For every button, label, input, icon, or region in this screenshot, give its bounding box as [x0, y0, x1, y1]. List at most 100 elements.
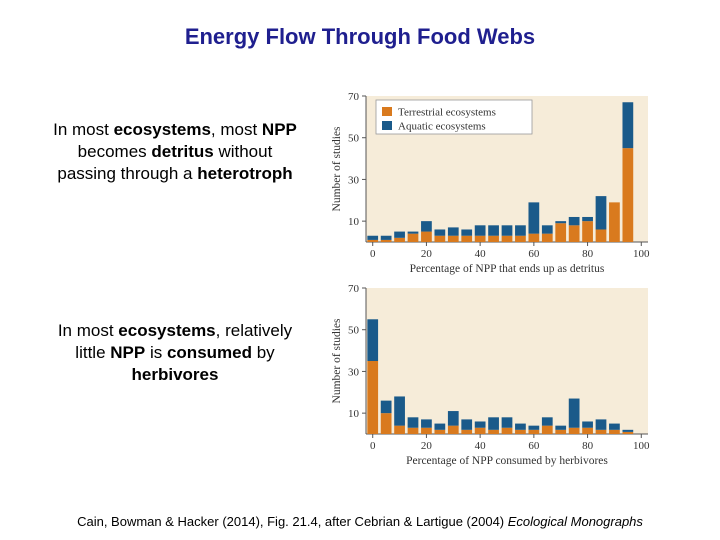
aquatic-bar — [434, 229, 446, 236]
x-tick-label: 100 — [633, 440, 650, 452]
aquatic-bar — [474, 225, 486, 236]
caption-text: without passing through a — [57, 142, 273, 183]
caption-emphasis: herbivores — [131, 365, 219, 384]
terrestrial-bar — [461, 235, 473, 242]
x-tick-label: 20 — [421, 248, 433, 260]
terrestrial-bar — [595, 229, 607, 242]
aquatic-bar — [501, 225, 513, 236]
herbivory-caption: In most ecosystems, relatively little NP… — [52, 320, 298, 386]
aquatic-bar — [367, 319, 379, 361]
terrestrial-bar — [555, 223, 567, 242]
aquatic-bar — [380, 400, 392, 414]
terrestrial-bar — [528, 233, 540, 242]
caption-text: , relatively little — [75, 321, 293, 362]
y-tick-label: 70 — [348, 283, 360, 295]
y-tick-label: 50 — [348, 325, 360, 337]
aquatic-bar — [447, 227, 459, 236]
aquatic-bar — [421, 419, 432, 428]
terrestrial-bar — [474, 427, 486, 434]
aquatic-bar — [622, 102, 634, 149]
terrestrial-bar — [380, 239, 392, 242]
y-axis-label: Number of studies — [331, 126, 343, 211]
aquatic-bar — [488, 417, 499, 430]
terrestrial-bar — [447, 235, 459, 242]
y-tick-label: 30 — [348, 174, 360, 186]
aquatic-bar — [595, 196, 607, 230]
aquatic-bar — [541, 417, 553, 426]
terrestrial-bar — [609, 202, 620, 242]
detritus-histogram: 10 30 50 70 0 20 40 60 80 100 Percentage of NPP th… — [331, 91, 650, 275]
aquatic-bar — [461, 419, 473, 430]
terrestrial-swatch — [382, 107, 392, 116]
detritus-caption: In most ecosystems, most NPP becomes det… — [50, 119, 300, 185]
aquatic-bar — [474, 421, 486, 428]
caption-text: In most — [53, 120, 114, 139]
x-tick-label: 60 — [528, 248, 540, 260]
aquatic-bar — [407, 231, 419, 234]
terrestrial-bar — [568, 225, 580, 242]
aquatic-bar — [380, 235, 392, 240]
x-axis-label: Percentage of NPP that ends up as detrit… — [410, 263, 605, 275]
terrestrial-bar — [609, 429, 620, 434]
caption-text: becomes — [77, 142, 152, 161]
terrestrial-bar — [434, 235, 446, 242]
x-tick-label: 40 — [475, 248, 487, 260]
terrestrial-bar — [622, 431, 634, 434]
y-tick-label: 50 — [348, 133, 360, 145]
herbivory-histogram: 10 30 50 70 0 20 40 60 80 100 Percentage of NPP co… — [331, 283, 650, 467]
terrestrial-bar — [528, 429, 540, 434]
aquatic-swatch — [382, 121, 392, 130]
aquatic-bar — [528, 425, 540, 430]
aquatic-bar — [394, 231, 405, 238]
aquatic-bar — [528, 202, 540, 234]
terrestrial-bar — [555, 429, 567, 434]
x-tick-label: 20 — [421, 440, 433, 452]
caption-emphasis: NPP — [261, 120, 297, 139]
x-tick-label: 0 — [370, 248, 376, 260]
aquatic-bar — [407, 417, 419, 428]
terrestrial-bar — [421, 427, 432, 434]
aquatic-bar — [568, 398, 580, 428]
y-tick-label: 10 — [348, 216, 360, 228]
terrestrial-bar — [488, 429, 499, 434]
caption-emphasis: heterotroph — [197, 164, 293, 183]
citation-journal: Ecological Monographs — [507, 514, 643, 529]
aquatic-bar — [488, 225, 499, 236]
terrestrial-bar — [541, 233, 553, 242]
x-axis-label: Percentage of NPP consumed by herbivores — [406, 455, 608, 467]
aquatic-bar — [434, 423, 446, 430]
terrestrial-bar — [582, 427, 593, 434]
terrestrial-bar — [595, 429, 607, 434]
terrestrial-bar — [394, 425, 405, 434]
x-tick-label: 80 — [582, 248, 594, 260]
aquatic-bar — [515, 423, 526, 430]
terrestrial-bar — [568, 427, 580, 434]
aquatic-bar — [609, 423, 620, 430]
legend-box — [375, 99, 533, 135]
terrestrial-bar — [515, 429, 526, 434]
aquatic-bar — [568, 216, 580, 226]
y-axis-label: Number of studies — [331, 318, 343, 403]
terrestrial-bar — [461, 429, 473, 434]
caption-text: In most — [57, 321, 119, 340]
citation: Cain, Bowman & Hacker (2014), Fig. 21.4,… — [0, 514, 720, 529]
caption-emphasis: ecosystems — [113, 120, 211, 139]
aquatic-bar — [555, 221, 567, 224]
aquatic-bar — [622, 429, 634, 432]
caption-emphasis: ecosystems — [118, 321, 216, 340]
terrestrial-bar — [421, 231, 432, 242]
terrestrial-bar — [622, 148, 634, 242]
caption-emphasis: consumed — [166, 343, 252, 362]
aquatic-bar — [421, 221, 432, 232]
x-tick-label: 100 — [633, 248, 650, 260]
legend-label: Aquatic ecosystems — [398, 121, 486, 133]
x-tick-label: 60 — [528, 440, 540, 452]
caption-text: by — [252, 343, 275, 362]
y-tick-label: 30 — [348, 366, 360, 378]
aquatic-bar — [394, 396, 405, 426]
caption-emphasis: NPP — [110, 343, 146, 362]
terrestrial-bar — [407, 427, 419, 434]
terrestrial-bar — [367, 361, 379, 434]
y-tick-label: 10 — [348, 408, 360, 420]
x-tick-label: 40 — [475, 440, 487, 452]
